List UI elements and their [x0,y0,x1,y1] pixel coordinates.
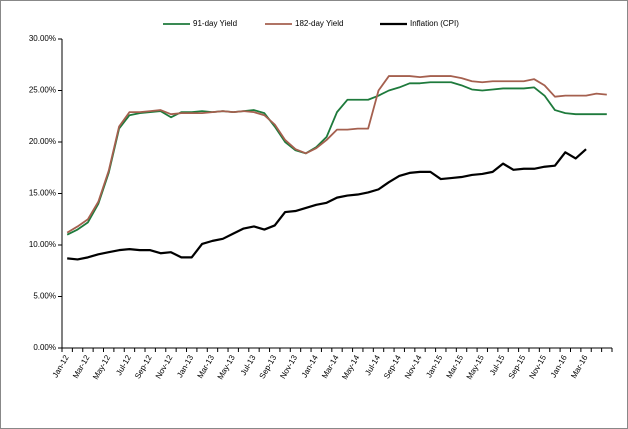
y-tick-label: 15.00% [29,189,56,198]
y-tick-label: 10.00% [29,240,56,249]
line-series [67,148,587,261]
y-tick-label: 25.00% [29,86,56,95]
y-tick-label: 5.00% [33,292,56,301]
line-series [66,75,607,234]
legend-label: Inflation (CPI) [410,19,459,28]
y-tick-label: 0.00% [33,343,56,352]
legend-label: 91-day Yield [193,19,237,28]
legend-label: 182-day Yield [295,19,343,28]
line-series [66,81,607,236]
y-tick-label: 20.00% [29,137,56,146]
y-tick-label: 30.00% [29,34,56,43]
